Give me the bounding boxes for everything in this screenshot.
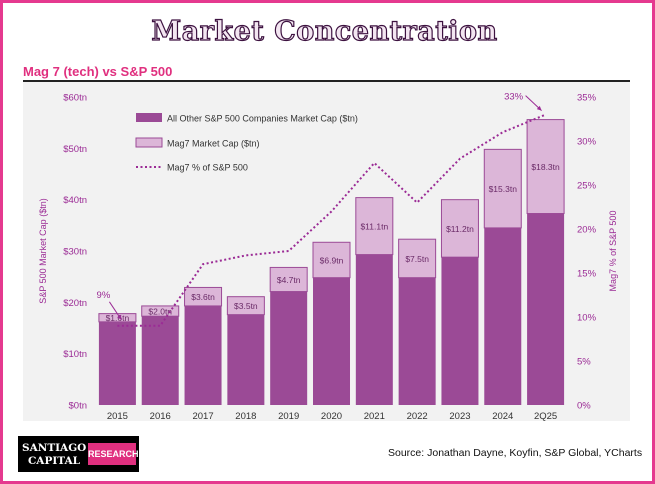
- y-tick-label-right: 15%: [577, 269, 597, 280]
- bar-mag7-2017: [184, 286, 223, 307]
- x-tick-label: 2016: [150, 411, 171, 422]
- mag7-value-label: $7.5tn: [405, 254, 429, 264]
- y-tick-label-right: 25%: [577, 181, 597, 192]
- bar-other-2022: [398, 277, 436, 405]
- bar-mag7-2022: [398, 238, 437, 279]
- bar-other-2017: [184, 305, 222, 405]
- y-tick-label-left: $60tn: [63, 93, 87, 104]
- bar-other-2021: [355, 254, 393, 405]
- title-divider: [23, 80, 630, 82]
- legend-swatch-mag7: [135, 137, 163, 148]
- y-tick-label-left: $0tn: [69, 401, 88, 412]
- mag7-value-label: $1.6tn: [106, 313, 130, 323]
- bar-other-2023: [441, 257, 479, 405]
- y-tick-label-right: 30%: [577, 137, 597, 148]
- y-axis-title-left: S&P 500 Market Cap ($tn): [38, 198, 48, 303]
- x-tick-label: 2023: [449, 411, 470, 422]
- y-tick-label-left: $30tn: [63, 247, 87, 258]
- y-tick-label-right: 10%: [577, 313, 597, 324]
- source-note: Source: Jonathan Dayne, Koyfin, S&P Glob…: [388, 447, 643, 459]
- bar-other-2Q25: [527, 213, 565, 405]
- mag7-value-label: $11.1tn: [360, 222, 388, 232]
- y-tick-label-left: $10tn: [63, 349, 87, 360]
- legend-label-other: All Other S&P 500 Companies Market Cap (…: [167, 114, 358, 124]
- mag7-value-label: $2.0tn: [148, 307, 172, 317]
- bar-other-2024: [484, 227, 522, 405]
- y-axis-title-right: Mag7 % of S&P 500: [608, 211, 618, 292]
- annotation-arrowhead: [117, 314, 122, 320]
- annotation-arrowhead: [536, 105, 542, 111]
- logo-line-2: CAPITAL: [27, 455, 81, 467]
- x-tick-label: 2020: [321, 411, 342, 422]
- legend-swatch-other: [136, 113, 162, 122]
- logo-research-badge: RESEARCH: [88, 443, 139, 465]
- y-tick-label-left: $50tn: [63, 144, 87, 155]
- x-tick-label: 2017: [192, 411, 213, 422]
- mag7-value-label: $3.5tn: [234, 301, 258, 311]
- y-tick-label-right: 5%: [577, 357, 591, 368]
- bar-mag7-2019: [269, 266, 308, 293]
- santiago-capital-logo: SANTIAGO CAPITAL RESEARCH: [18, 436, 139, 472]
- bar-mag7-2018: [226, 296, 265, 316]
- y-tick-label-left: $40tn: [63, 195, 87, 206]
- bar-other-2015: [98, 321, 136, 405]
- logo-line-1: SANTIAGO: [22, 442, 87, 454]
- bar-other-2016: [141, 316, 179, 405]
- x-tick-label: 2018: [235, 411, 256, 422]
- bar-mag7-2023: [440, 199, 479, 258]
- mag7-value-label: $4.7tn: [277, 275, 301, 285]
- bar-mag7-2Q25: [526, 119, 565, 215]
- legend-label-mag7: Mag7 Market Cap ($tn): [167, 139, 260, 149]
- mag7-value-label: $15.3tn: [489, 184, 518, 194]
- y-tick-label-right: 20%: [577, 225, 597, 236]
- annotation-label: 9%: [97, 290, 111, 301]
- bar-other-2020: [313, 277, 350, 405]
- bar-other-2018: [227, 314, 265, 405]
- legend-label-line: Mag7 % of S&P 500: [167, 163, 248, 173]
- bar-mag7-2020: [312, 241, 351, 279]
- page-title: Market Concentration: [151, 15, 498, 47]
- x-tick-label: 2Q25: [534, 411, 557, 422]
- mag7-value-label: $6.9tn: [320, 255, 344, 265]
- chart-subtitle: Mag 7 (tech) vs S&P 500: [23, 64, 173, 79]
- mag7-value-label: $11.2tn: [446, 224, 474, 234]
- bar-other-2019: [270, 291, 308, 405]
- x-tick-label: 2021: [364, 411, 385, 422]
- y-tick-label-right: 35%: [577, 93, 597, 104]
- x-tick-label: 2019: [278, 411, 299, 422]
- y-tick-label-left: $20tn: [63, 298, 87, 309]
- x-tick-label: 2022: [407, 411, 428, 422]
- bar-mag7-2016: [141, 305, 180, 317]
- bar-mag7-2021: [355, 197, 394, 256]
- annotation-label: 33%: [504, 92, 524, 103]
- bar-mag7-2024: [483, 148, 522, 229]
- mag7-value-label: $3.6tn: [191, 292, 215, 302]
- x-tick-label: 2024: [492, 411, 513, 422]
- x-tick-label: 2015: [107, 411, 128, 422]
- y-tick-label-right: 0%: [577, 401, 591, 412]
- mag7-value-label: $18.3tn: [531, 162, 560, 172]
